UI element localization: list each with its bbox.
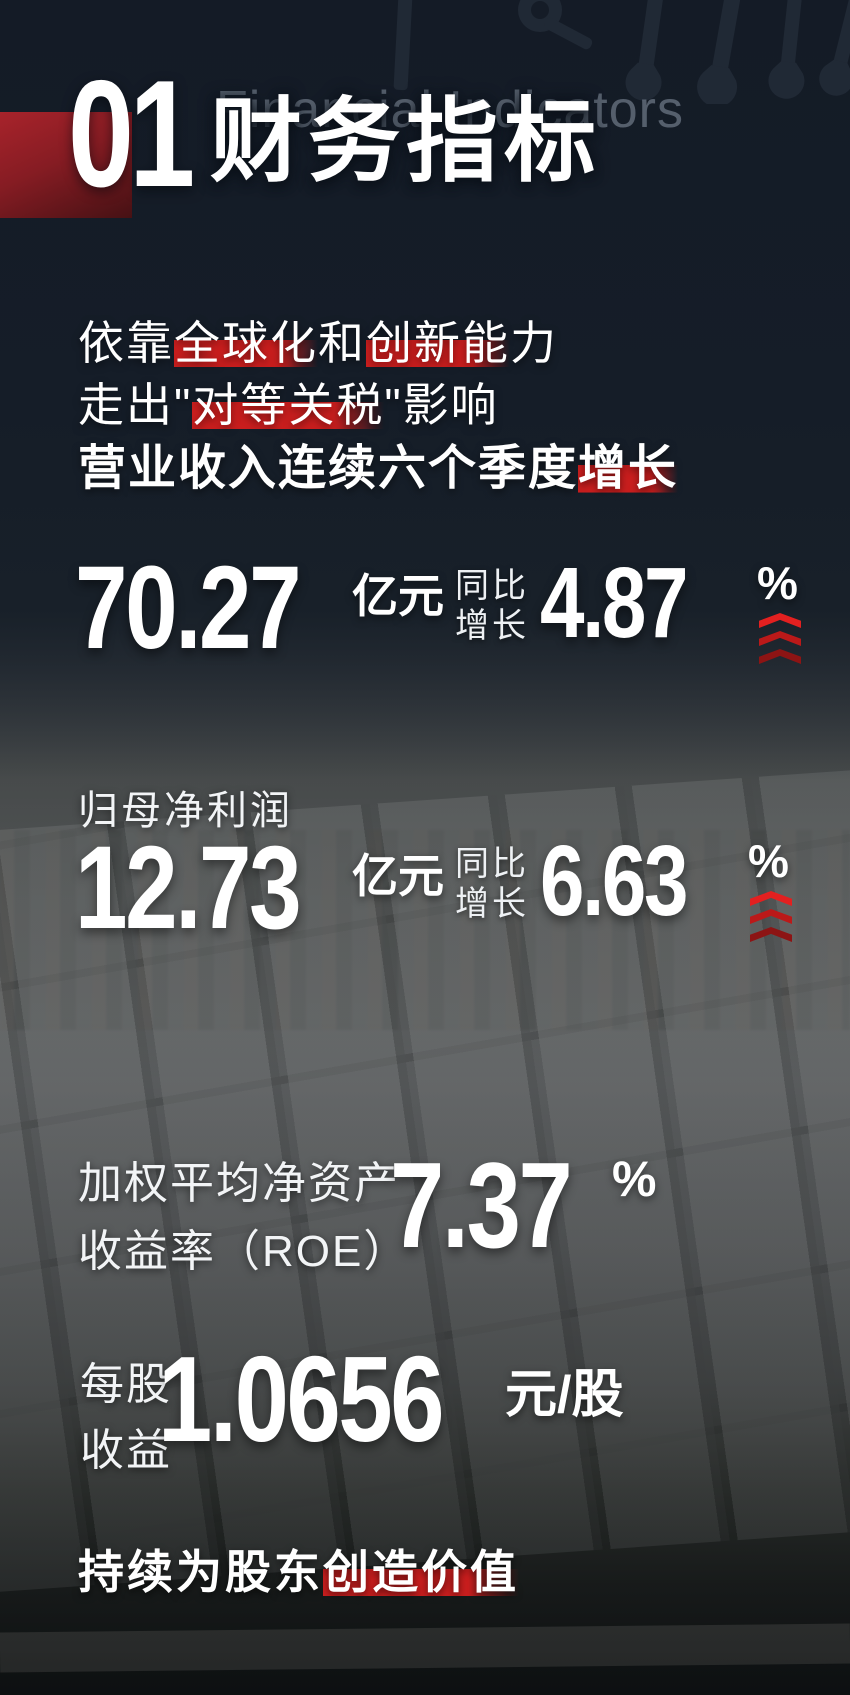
net-profit-value: 12.73 [75, 822, 302, 954]
revenue-yoy-label: 同比 增长 [455, 567, 529, 645]
section-number-red-block [0, 112, 132, 218]
eps-unit: 元/股 [505, 1366, 624, 1424]
intro-line-3: 营业收入连续六个季度增长 [78, 442, 679, 495]
roe-percent: % [612, 1151, 657, 1207]
revenue-yoy-value: 4.87 [540, 547, 689, 659]
roe-label: 加权平均净资产 收益率（ROE） [78, 1159, 410, 1276]
wrench-tools-icon [393, 0, 850, 104]
revenue-value: 70.27 [75, 542, 302, 674]
revenue-yoy-percent: % [757, 557, 798, 609]
highlight-create-value: 创造价值 [323, 1546, 519, 1598]
eps-label: 每股 收益 [80, 1360, 172, 1475]
growth-up-chevrons-icon [750, 888, 792, 942]
highlight-tariff: 对等关税 [192, 379, 385, 431]
net-profit-yoy-label: 同比 增长 [455, 845, 529, 923]
growth-up-chevrons-icon [759, 610, 801, 664]
highlight-globalization: 全球化 [174, 317, 318, 369]
intro-line-2: 走出"对等关税"影响 [78, 379, 499, 431]
section-title-english: Financial Indicators [216, 81, 684, 139]
intro-paragraph: 依靠全球化和创新能力 走出"对等关税"影响 营业收入连续六个季度增长 [78, 312, 679, 500]
net-profit-label: 归母净利润 [78, 789, 293, 833]
eps-value: 1.0656 [158, 1331, 445, 1467]
revenue-unit: 亿元 [352, 570, 444, 622]
roe-value: 7.37 [390, 1137, 573, 1273]
net-profit-unit: 亿元 [352, 850, 444, 902]
intro-line-1: 依靠全球化和创新能力 [78, 317, 558, 369]
section-title-chinese: 财务指标 [210, 91, 603, 193]
dark-top-background [0, 0, 850, 780]
section-number: 01 [68, 49, 195, 219]
footer-slogan: 持续为股东创造价值 [78, 1546, 519, 1598]
highlight-growth: 增长 [578, 442, 679, 495]
highlight-innovation: 创新能 [366, 317, 510, 369]
net-profit-yoy-value: 6.63 [540, 825, 689, 937]
net-profit-yoy-percent: % [748, 835, 789, 887]
